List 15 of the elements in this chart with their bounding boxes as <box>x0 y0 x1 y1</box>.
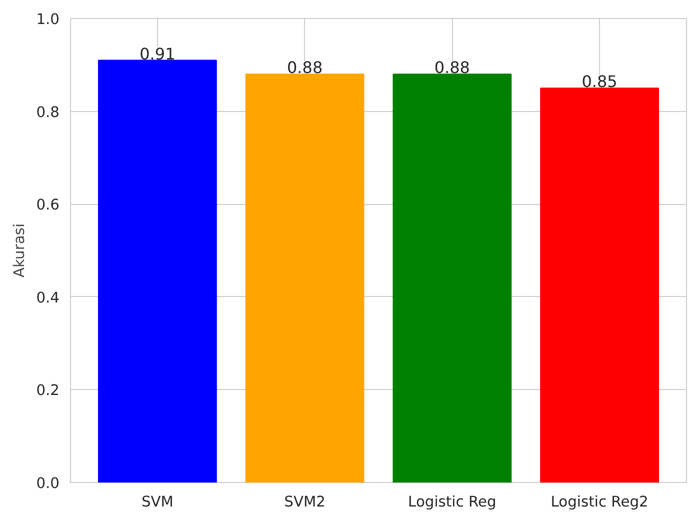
x-tick-label: SVM <box>141 494 174 510</box>
y-axis-title: Akurasi <box>11 223 28 278</box>
y-tick-label: 0.4 <box>36 289 60 306</box>
y-tick-label: 0.6 <box>36 196 60 214</box>
y-tick-label: 0.0 <box>36 475 60 492</box>
y-tick-label: 1.0 <box>36 11 60 28</box>
y-tick-label: 0.8 <box>36 104 60 121</box>
data-label: 0.85 <box>582 72 618 92</box>
x-tick-label: SVM2 <box>284 494 326 510</box>
y-tick-label: 0.2 <box>36 382 60 400</box>
data-label: 0.91 <box>140 44 176 64</box>
data-label: 0.88 <box>287 58 323 78</box>
data-label: 0.88 <box>434 58 470 78</box>
x-tick-label: Logistic Reg <box>408 494 496 510</box>
x-tick-label: Logistic Reg2 <box>550 494 648 510</box>
